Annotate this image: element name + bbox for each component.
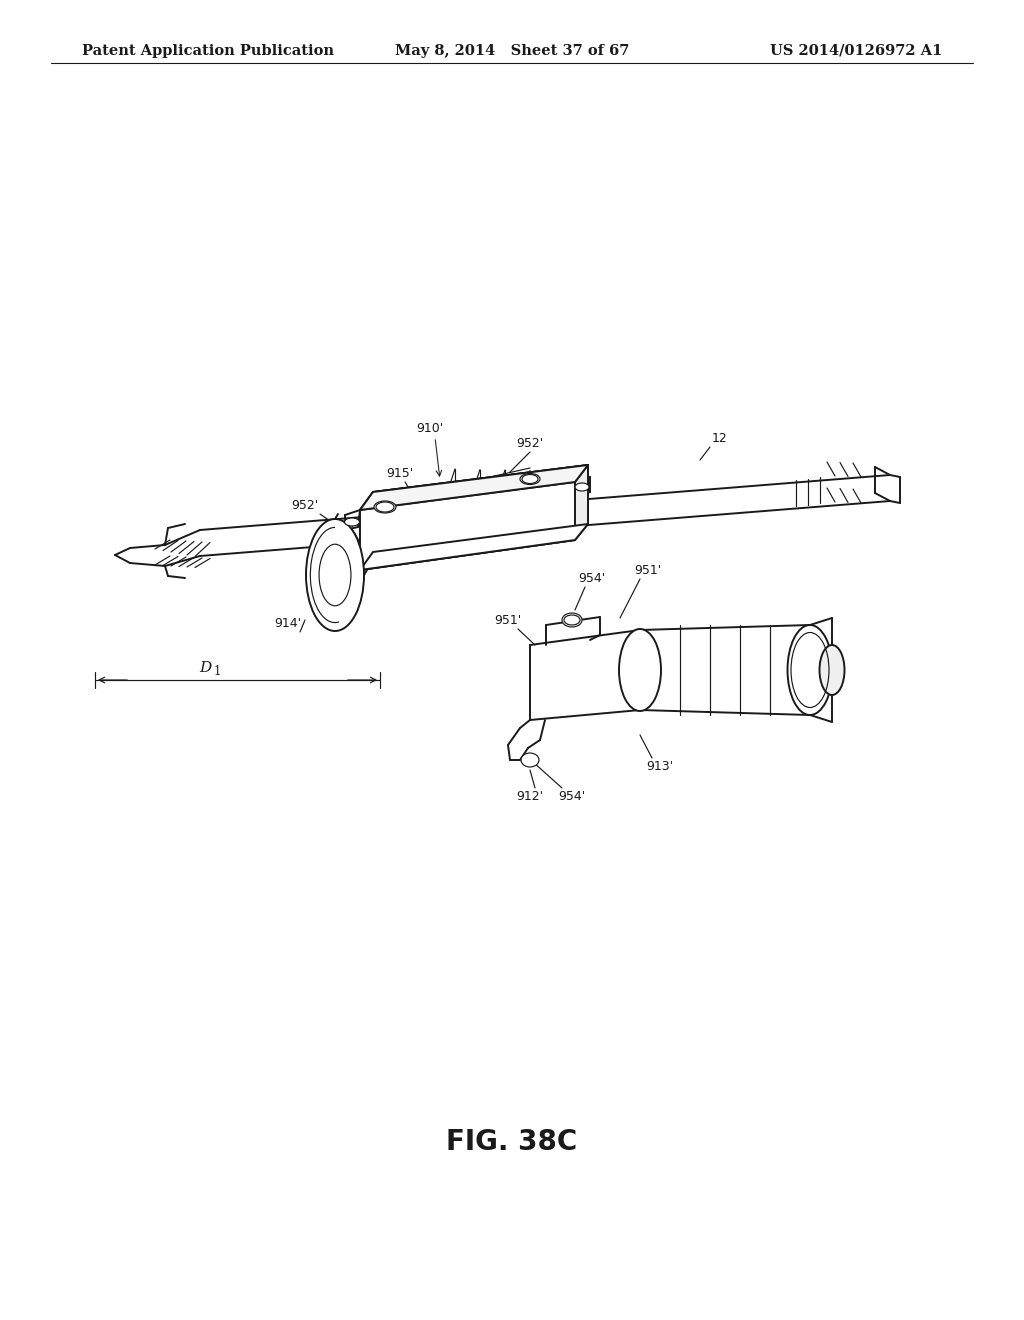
- Text: FIG. 38C: FIG. 38C: [446, 1127, 578, 1156]
- Ellipse shape: [787, 624, 833, 715]
- Ellipse shape: [374, 502, 396, 513]
- Ellipse shape: [618, 630, 662, 711]
- Text: 951': 951': [495, 614, 521, 627]
- Ellipse shape: [575, 483, 589, 491]
- Text: D: D: [199, 661, 211, 675]
- Text: 954': 954': [579, 572, 605, 585]
- Text: 910': 910': [417, 422, 443, 436]
- Ellipse shape: [521, 752, 539, 767]
- Ellipse shape: [819, 645, 845, 696]
- Text: 952': 952': [292, 499, 318, 512]
- Text: 915': 915': [386, 467, 414, 480]
- Polygon shape: [360, 465, 588, 510]
- Ellipse shape: [520, 474, 540, 484]
- Text: 912': 912': [516, 789, 544, 803]
- Text: 914': 914': [274, 616, 301, 630]
- Text: 12: 12: [712, 432, 728, 445]
- Text: 952': 952': [516, 437, 544, 450]
- Text: Patent Application Publication: Patent Application Publication: [82, 44, 334, 58]
- Ellipse shape: [562, 612, 582, 627]
- Ellipse shape: [344, 517, 359, 525]
- Ellipse shape: [319, 544, 351, 606]
- Text: May 8, 2014   Sheet 37 of 67: May 8, 2014 Sheet 37 of 67: [395, 44, 629, 58]
- Ellipse shape: [306, 519, 364, 631]
- Polygon shape: [360, 524, 588, 570]
- Text: 913': 913': [646, 760, 674, 774]
- Text: 951': 951': [635, 564, 662, 577]
- Polygon shape: [360, 465, 588, 510]
- Text: 954': 954': [558, 789, 586, 803]
- Polygon shape: [360, 482, 575, 570]
- Text: US 2014/0126972 A1: US 2014/0126972 A1: [770, 44, 942, 58]
- Polygon shape: [575, 465, 588, 540]
- Text: 1: 1: [214, 665, 221, 678]
